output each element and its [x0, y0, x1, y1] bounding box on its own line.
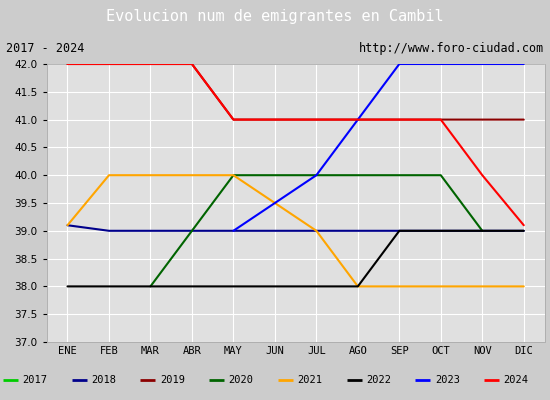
Text: 2019: 2019: [160, 375, 185, 385]
Text: 2023: 2023: [434, 375, 460, 385]
Text: 2017: 2017: [22, 375, 47, 385]
Text: http://www.foro-ciudad.com: http://www.foro-ciudad.com: [359, 42, 544, 55]
Text: 2018: 2018: [91, 375, 116, 385]
Text: 2021: 2021: [297, 375, 322, 385]
Text: 2020: 2020: [229, 375, 254, 385]
Text: Evolucion num de emigrantes en Cambil: Evolucion num de emigrantes en Cambil: [106, 10, 444, 24]
Text: 2022: 2022: [366, 375, 391, 385]
Text: 2017 - 2024: 2017 - 2024: [6, 42, 84, 55]
Text: 2024: 2024: [504, 375, 529, 385]
